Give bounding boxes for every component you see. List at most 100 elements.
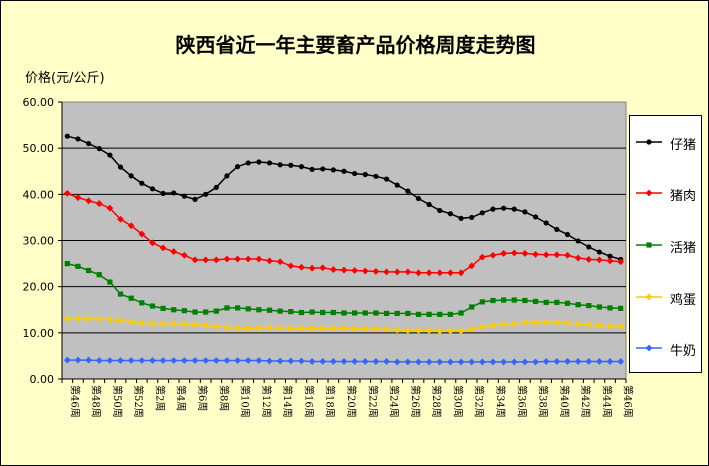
- data-point: [586, 302, 592, 309]
- data-point: [319, 358, 327, 365]
- legend-swatch-marker: [645, 344, 653, 352]
- data-point: [255, 255, 263, 263]
- data-point: [64, 133, 70, 139]
- data-point: [564, 300, 571, 306]
- data-point: [595, 322, 603, 329]
- data-point: [596, 249, 602, 255]
- data-point: [117, 215, 124, 223]
- data-point: [618, 305, 624, 311]
- legend-swatch: [636, 344, 662, 352]
- data-point: [394, 182, 400, 188]
- data-point: [585, 321, 593, 329]
- data-point: [266, 257, 273, 265]
- data-point: [213, 308, 219, 314]
- data-point: [244, 324, 252, 332]
- data-point: [469, 214, 475, 221]
- x-tick-label: 第2周: [153, 385, 166, 411]
- data-point: [373, 310, 379, 316]
- data-point: [510, 320, 518, 327]
- data-point: [127, 318, 135, 326]
- data-point: [160, 190, 166, 197]
- data-point: [149, 239, 156, 247]
- data-point: [457, 269, 465, 277]
- data-point: [362, 171, 368, 178]
- legend-item: 牛奶: [630, 338, 703, 359]
- data-point: [212, 323, 220, 331]
- legend-label: 猪肉: [670, 189, 697, 205]
- data-point: [202, 256, 210, 264]
- data-point: [75, 263, 81, 269]
- data-point: [351, 325, 359, 333]
- data-point: [352, 170, 358, 177]
- data-point: [180, 320, 188, 328]
- x-tick-label: 第16周: [302, 385, 315, 418]
- data-point: [405, 310, 411, 317]
- data-point: [298, 263, 305, 271]
- data-point: [244, 255, 252, 263]
- data-point: [266, 357, 273, 365]
- data-point: [511, 206, 517, 212]
- data-point: [543, 299, 549, 305]
- data-point: [256, 159, 262, 165]
- data-point: [457, 358, 465, 366]
- data-point: [490, 297, 496, 304]
- data-point: [383, 310, 390, 317]
- data-point: [554, 226, 560, 233]
- data-point: [330, 309, 336, 316]
- data-point: [224, 173, 230, 179]
- data-point: [117, 357, 124, 364]
- data-point: [595, 256, 603, 264]
- data-point: [521, 319, 529, 327]
- data-point: [383, 358, 390, 365]
- data-point: [425, 327, 433, 334]
- data-point: [595, 358, 603, 365]
- data-point: [468, 262, 476, 270]
- x-tick-label: 第28周: [430, 385, 443, 418]
- y-axis-label: 价格(元/公斤): [25, 71, 105, 86]
- data-point: [255, 324, 263, 332]
- legend-label: 仔猪: [670, 137, 697, 153]
- legend-swatch: [636, 293, 662, 300]
- data-point: [75, 136, 81, 142]
- series-group: [63, 133, 625, 366]
- data-point: [149, 357, 156, 364]
- data-point: [127, 357, 135, 364]
- data-point: [586, 244, 592, 250]
- data-point: [425, 358, 433, 366]
- data-point: [117, 164, 124, 170]
- data-point: [489, 322, 497, 329]
- x-tick-labels: 第46周 第48周 第50周 第52周 第2周 第4周 第6周 第8周 第10周 第12周 第14周…: [68, 385, 634, 418]
- data-point: [564, 358, 571, 365]
- data-point: [532, 250, 539, 258]
- data-point: [479, 210, 485, 216]
- x-tick-label: 第52周: [132, 385, 145, 418]
- data-point: [500, 250, 508, 257]
- x-tick-label: 第46周: [622, 385, 635, 418]
- data-point: [244, 357, 252, 364]
- data-point: [74, 194, 82, 201]
- data-point: [234, 255, 241, 263]
- data-point: [532, 358, 539, 366]
- data-point: [234, 357, 241, 364]
- data-point: [532, 318, 539, 326]
- data-point: [362, 310, 368, 316]
- x-tick-label: 第8周: [217, 385, 230, 411]
- data-point: [276, 324, 284, 332]
- data-point: [522, 209, 528, 215]
- data-point: [554, 299, 560, 305]
- data-point: [106, 357, 114, 364]
- data-point: [383, 176, 390, 182]
- data-point: [489, 251, 497, 259]
- data-point: [149, 186, 156, 192]
- data-point: [224, 305, 230, 311]
- legend-swatch-marker: [645, 293, 653, 300]
- y-tick-label: 30.00: [23, 235, 55, 248]
- data-point: [149, 320, 156, 327]
- y-tick-label: 20.00: [23, 281, 55, 294]
- legend-item: 仔猪: [630, 132, 703, 153]
- data-point: [542, 251, 550, 259]
- data-point: [277, 162, 283, 168]
- data-point: [277, 308, 283, 314]
- data-point: [191, 321, 199, 328]
